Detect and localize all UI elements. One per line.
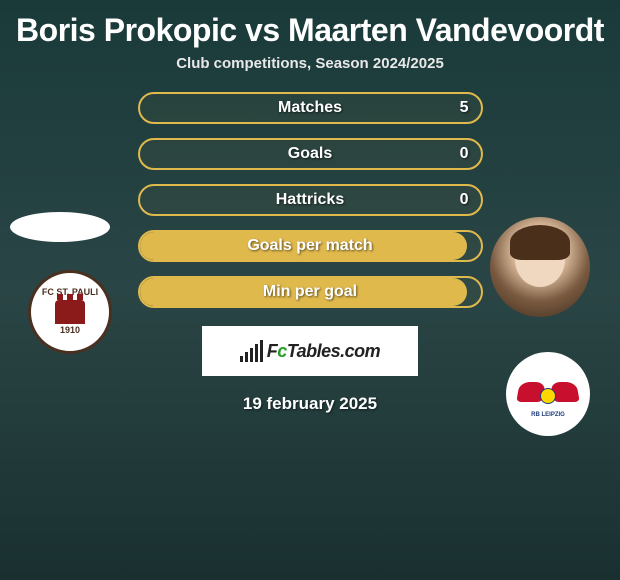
stat-value-right: 0 — [460, 145, 469, 163]
club1-label-bottom: 1910 — [60, 326, 80, 336]
sun-disc-icon — [540, 388, 556, 404]
stat-row: Goals per match — [138, 230, 483, 262]
brand-badge: FcTables.com — [202, 326, 418, 376]
stats-list: Matches 5 Goals 0 Hattricks 0 Goals per match M… — [138, 92, 483, 308]
player1-avatar — [10, 212, 110, 242]
stat-label: Goals per match — [247, 237, 372, 255]
page-title: Boris Prokopic vs Maarten Vandevoordt — [0, 0, 620, 55]
player2-avatar — [490, 217, 590, 317]
stat-value-right: 5 — [460, 99, 469, 117]
stat-row: Hattricks 0 — [138, 184, 483, 216]
stat-row: Matches 5 — [138, 92, 483, 124]
stat-label: Hattricks — [276, 191, 344, 209]
subtitle: Club competitions, Season 2024/2025 — [0, 55, 620, 72]
stat-value-right: 0 — [460, 191, 469, 209]
stat-row: Goals 0 — [138, 138, 483, 170]
castle-icon — [55, 300, 85, 324]
bar-chart-icon — [240, 340, 263, 362]
club1-label-top: FC ST. PAULI — [42, 288, 98, 298]
comparison-area: FC ST. PAULI 1910 RB LEIPZIG Matches5Goa… — [0, 92, 620, 414]
player2-club-badge: RB LEIPZIG — [506, 352, 590, 436]
player1-club-badge: FC ST. PAULI 1910 — [28, 270, 112, 354]
stat-row: Min per goal — [138, 276, 483, 308]
club2-label: RB LEIPZIG — [518, 412, 578, 418]
brand-text: FcTables.com — [267, 341, 380, 362]
stat-label: Matches — [278, 99, 342, 117]
stat-label: Goals — [288, 145, 332, 163]
stat-label: Min per goal — [263, 283, 357, 301]
